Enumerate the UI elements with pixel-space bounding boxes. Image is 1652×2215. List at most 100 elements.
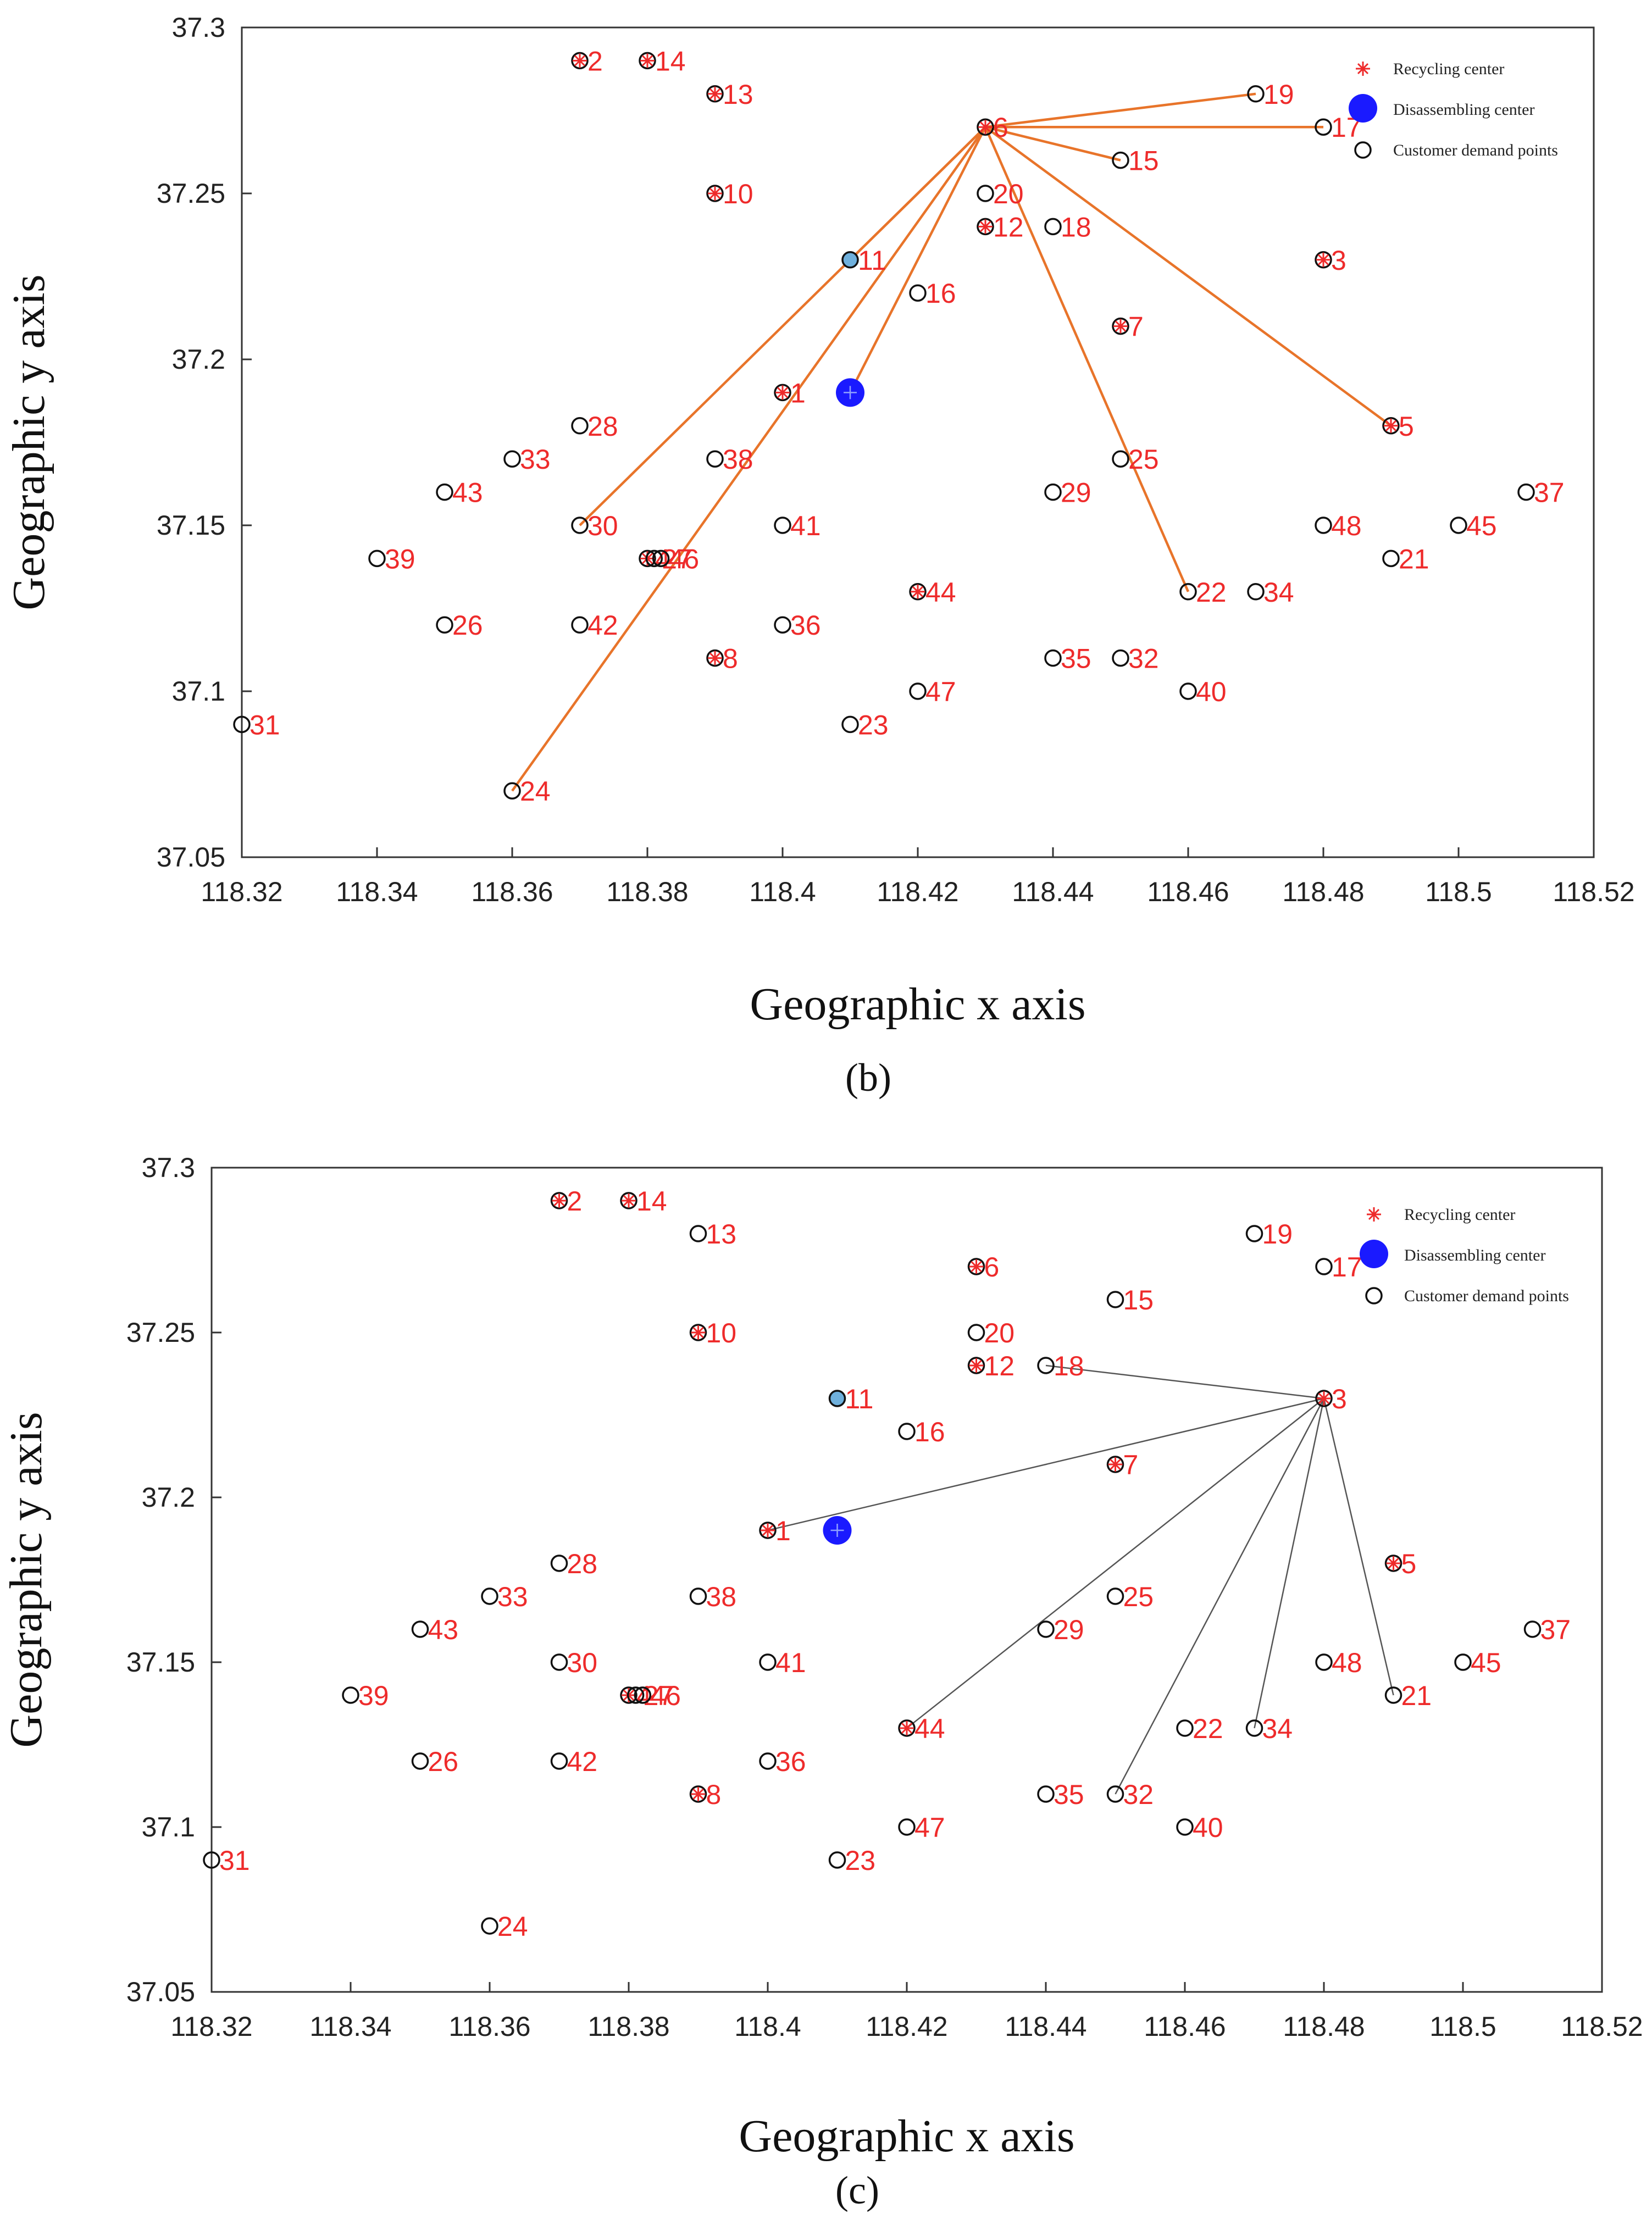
point-label: 22: [1196, 577, 1227, 608]
customer-point: [1037, 1785, 1055, 1803]
customer-point: [759, 1752, 777, 1770]
point-label: 20: [993, 179, 1024, 209]
customer-point: [706, 85, 724, 103]
point-label: 12: [993, 212, 1024, 242]
point-label: 14: [655, 46, 686, 76]
customer-point: [1517, 483, 1535, 501]
x-tick-label: 118.44: [1012, 876, 1094, 907]
customer-point: [550, 1653, 568, 1671]
customer-point: [1384, 1686, 1402, 1704]
y-tick-label: 37.15: [157, 510, 225, 541]
x-tick-label: 118.4: [734, 2011, 801, 2042]
customer-point: [1179, 583, 1197, 601]
legend-customer-icon: [1365, 1287, 1383, 1304]
point-label: 19: [1262, 1219, 1293, 1250]
legend-customer-icon: [1354, 141, 1372, 159]
x-tick-label: 118.38: [606, 876, 688, 907]
legend-entry: Disassembling center: [1393, 101, 1534, 119]
x-tick-label: 118.52: [1553, 876, 1634, 907]
point-label: 46: [669, 543, 700, 574]
point-label: 16: [914, 1417, 945, 1447]
customer-point: [1315, 1258, 1333, 1275]
customer-point: [652, 549, 670, 568]
route-line: [1323, 1398, 1394, 1696]
legend-disassembling-icon: [1349, 94, 1377, 123]
point-label-hidden: 9: [858, 378, 873, 408]
point-label: 21: [1401, 1680, 1432, 1711]
point-label: 3: [1331, 245, 1346, 276]
customer-point: [828, 1390, 846, 1407]
route-line: [579, 126, 986, 526]
customer-point: [1106, 1291, 1124, 1308]
x-tick-label: 118.36: [448, 2011, 530, 2042]
customer-point: [1454, 1653, 1472, 1671]
customer-point: [1315, 1653, 1333, 1671]
legend-disassembling-icon: [1360, 1240, 1388, 1268]
point-label-hidden: 9: [845, 1515, 861, 1546]
customer-point: [1315, 1390, 1333, 1407]
customer-point: [774, 517, 791, 534]
recycling-center-marker: [969, 1358, 984, 1373]
customer-point: [1523, 1620, 1542, 1638]
point-label: 43: [452, 478, 483, 508]
customer-point: [1112, 151, 1129, 169]
customer-point: [411, 1620, 429, 1638]
point-label: 2: [587, 46, 603, 76]
point-label: 26: [428, 1746, 459, 1777]
route-line: [984, 126, 1190, 592]
panel-tag: (b): [845, 1056, 891, 1100]
x-tick-label: 118.32: [170, 2011, 252, 2042]
customer-point: [620, 1192, 637, 1209]
point-label: 31: [250, 709, 280, 740]
customer-point: [503, 782, 521, 800]
recycling-center-marker: [691, 1325, 706, 1340]
point-label: 48: [1332, 1647, 1362, 1678]
customer-point: [1382, 417, 1400, 435]
x-tick-label: 118.48: [1282, 876, 1364, 907]
customer-point: [639, 549, 656, 568]
route-line: [849, 126, 987, 393]
point-label: 33: [520, 444, 551, 475]
point-label: 30: [587, 510, 618, 541]
recycling-center-marker: [622, 1193, 636, 1208]
recycling-center-marker: [640, 53, 655, 68]
point-label: 13: [723, 79, 753, 110]
customer-point: [977, 118, 994, 136]
recycling-center-marker: [978, 219, 993, 234]
customer-point: [368, 549, 386, 568]
customer-point: [571, 417, 589, 435]
y-tick-label: 37.05: [126, 1977, 195, 2007]
y-tick-label: 37.3: [172, 12, 225, 43]
customer-point: [1382, 549, 1400, 568]
point-label: 38: [723, 444, 753, 475]
recycling-center-marker: [969, 1259, 984, 1274]
point-label: 34: [1262, 1713, 1293, 1744]
point-label: 37: [1534, 478, 1565, 508]
point-label: 1: [775, 1515, 791, 1546]
point-label: 30: [567, 1647, 598, 1678]
recycling-center-marker: [691, 1787, 706, 1801]
point-label: 41: [790, 510, 821, 541]
point-label: 36: [775, 1746, 806, 1777]
point-label: 28: [567, 1548, 598, 1579]
point-label: 3: [1332, 1384, 1347, 1414]
customer-point: [550, 1192, 568, 1209]
customer-point: [1044, 483, 1062, 501]
x-tick-label: 118.44: [1005, 2011, 1086, 2042]
x-tick-label: 118.48: [1283, 2011, 1365, 2042]
customer-point: [203, 1851, 220, 1869]
point-label: 7: [1128, 312, 1144, 342]
route-line: [985, 92, 1256, 129]
route-line: [1115, 1398, 1325, 1795]
point-label: 25: [1128, 444, 1159, 475]
customer-point: [689, 1324, 707, 1341]
x-tick-label: 118.46: [1144, 2011, 1226, 2042]
point-label: 18: [1061, 212, 1091, 242]
legend: Recycling center Disassembling center Cust…: [1360, 1206, 1569, 1305]
x-tick-label: 118.46: [1147, 876, 1229, 907]
y-tick-label: 37.25: [157, 178, 225, 209]
point-label: 40: [1193, 1812, 1223, 1843]
customer-point: [689, 1587, 707, 1605]
recycling-center-marker: [911, 584, 925, 599]
point-label: 7: [1123, 1450, 1139, 1480]
